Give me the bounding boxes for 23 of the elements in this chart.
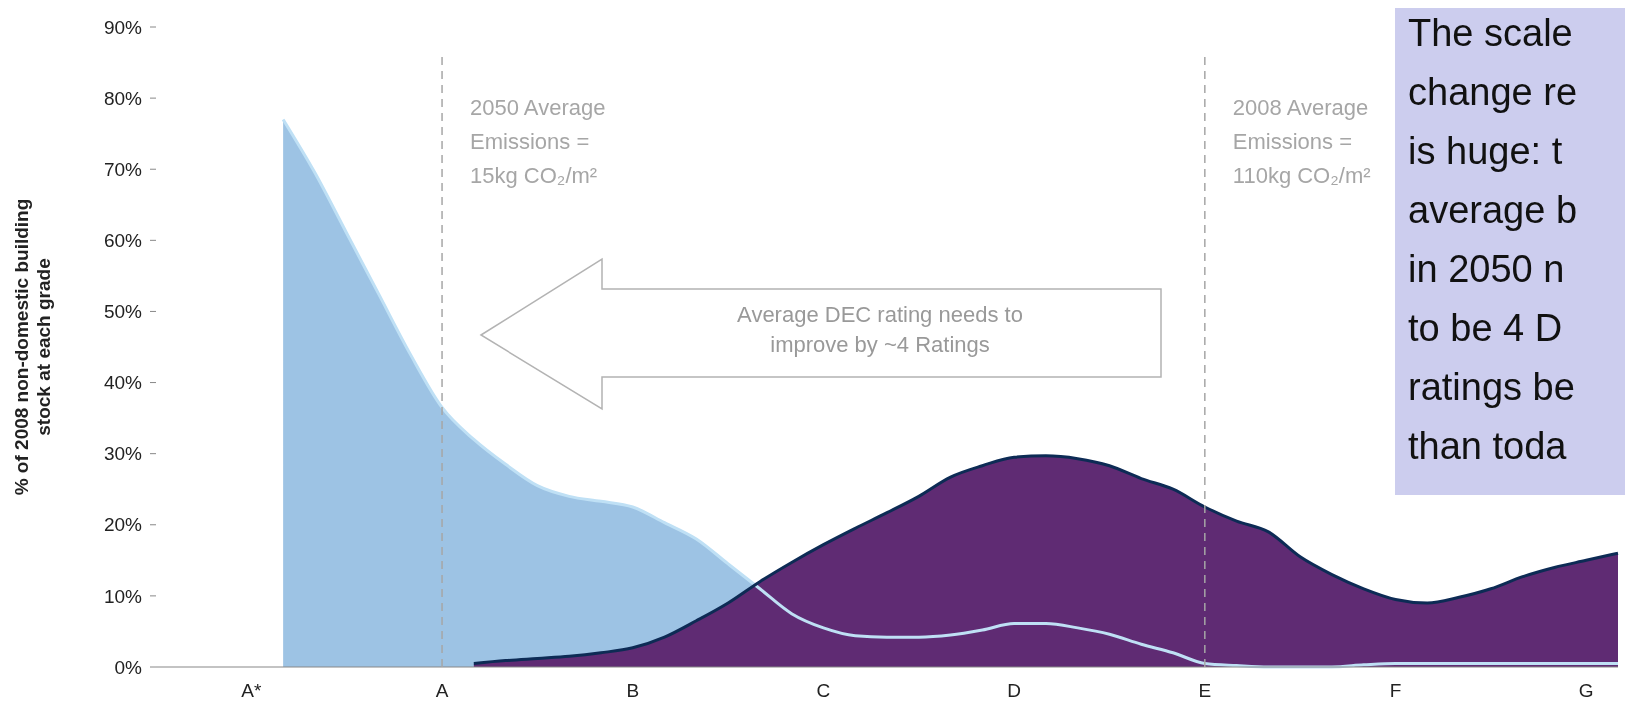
y-tick-label: 60% xyxy=(103,229,143,251)
y-axis-title: % of 2008 non-domestic building stock at each grade xyxy=(11,198,54,496)
x-tick-label: G xyxy=(1578,680,1594,701)
annotation: Average DEC rating needs to improve by ~4 Ratings xyxy=(737,302,1023,357)
x-tick-label: B xyxy=(626,680,640,701)
y-tick-label: 90% xyxy=(103,16,143,38)
x-tick-label: F xyxy=(1389,680,1402,701)
y-tick-label: 70% xyxy=(103,158,143,180)
x-tick-label: D xyxy=(1007,680,1021,701)
x-tick-label: A* xyxy=(241,680,262,701)
ref-line-label: 2050 Average Emissions = 15kg CO₂/m² xyxy=(470,95,606,188)
y-tick-label: 40% xyxy=(103,372,143,394)
x-tick-label: E xyxy=(1198,680,1212,701)
y-tick-label: 20% xyxy=(103,514,143,536)
y-tick-label: 80% xyxy=(103,87,143,109)
y-tick-label: 10% xyxy=(103,585,143,607)
annotation: The scale change re is huge: t average b in 2050 n to be 4 D ratings be than toda xyxy=(1408,12,1578,467)
x-tick-label: C xyxy=(816,680,831,701)
x-tick-label: A xyxy=(435,680,449,701)
y-tick-label: 50% xyxy=(103,301,143,323)
ref-line-label: 2008 Average Emissions = 110kg CO₂/m² xyxy=(1232,95,1371,188)
y-tick-label: 0% xyxy=(114,656,143,678)
y-tick-label: 30% xyxy=(103,443,143,465)
